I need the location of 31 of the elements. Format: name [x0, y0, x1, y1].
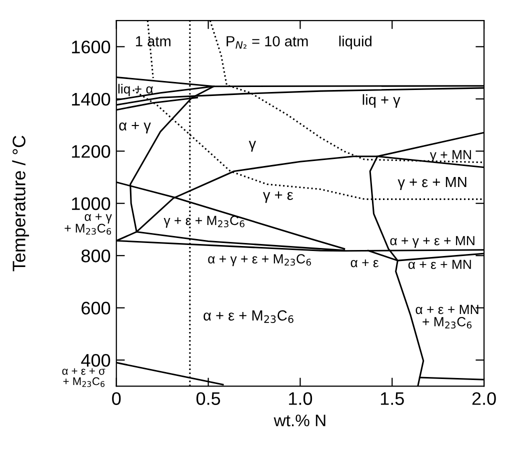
x-tick-label: 0.5 — [196, 392, 220, 405]
annotation: liquid — [339, 36, 372, 50]
annotation: α + ε — [350, 259, 379, 268]
y-tick-label: 800 — [81, 250, 110, 262]
y-axis-title: Temperature / °C — [12, 136, 29, 272]
y-tick-label: 400 — [81, 354, 110, 367]
annotation: α + γ + ε + M$_{23}$C$_{6}$ — [208, 254, 311, 266]
annotation: liq + γ — [362, 94, 400, 108]
annotation: γ + ε + MN — [398, 176, 466, 190]
x-tick-label: 0 — [112, 392, 121, 405]
x-tick-label: 2.0 — [472, 392, 496, 405]
annotation: 1 atm — [136, 36, 170, 46]
text: α + γ + M$_{23}$C$_{6}$ — [64, 214, 112, 235]
annotation: α + ε + M$_{23}$C$_{6}$ — [204, 310, 294, 323]
y-tick-label: 1400 — [72, 92, 110, 106]
annotation: α + ε + MN + M$_{23}$C$_{6}$ — [416, 304, 478, 329]
y-tick-label: 600 — [82, 302, 110, 315]
annotation: α + γ + ε + MN — [390, 236, 474, 248]
y-tick-label: 1600 — [72, 40, 110, 54]
x-axis-title: wt.% N — [274, 414, 326, 426]
annotation: α + γ — [119, 122, 151, 134]
y-tick-label: 1200 — [72, 145, 110, 158]
annotation: P$_{N₂}$ = 10 atm — [226, 36, 308, 49]
annotation: liq + α — [118, 84, 153, 96]
x-tick-label: 1.5 — [380, 392, 404, 405]
text: α + ε + σ + M$_{23}$C$_{6}$ — [62, 368, 106, 387]
annotation: γ + ε — [262, 191, 294, 203]
y-tick-label: 1000 — [72, 197, 110, 210]
annotation: α + ε + MN — [408, 260, 471, 270]
x-tick-label: 1.0 — [289, 392, 312, 405]
annotation: γ — [248, 140, 256, 152]
